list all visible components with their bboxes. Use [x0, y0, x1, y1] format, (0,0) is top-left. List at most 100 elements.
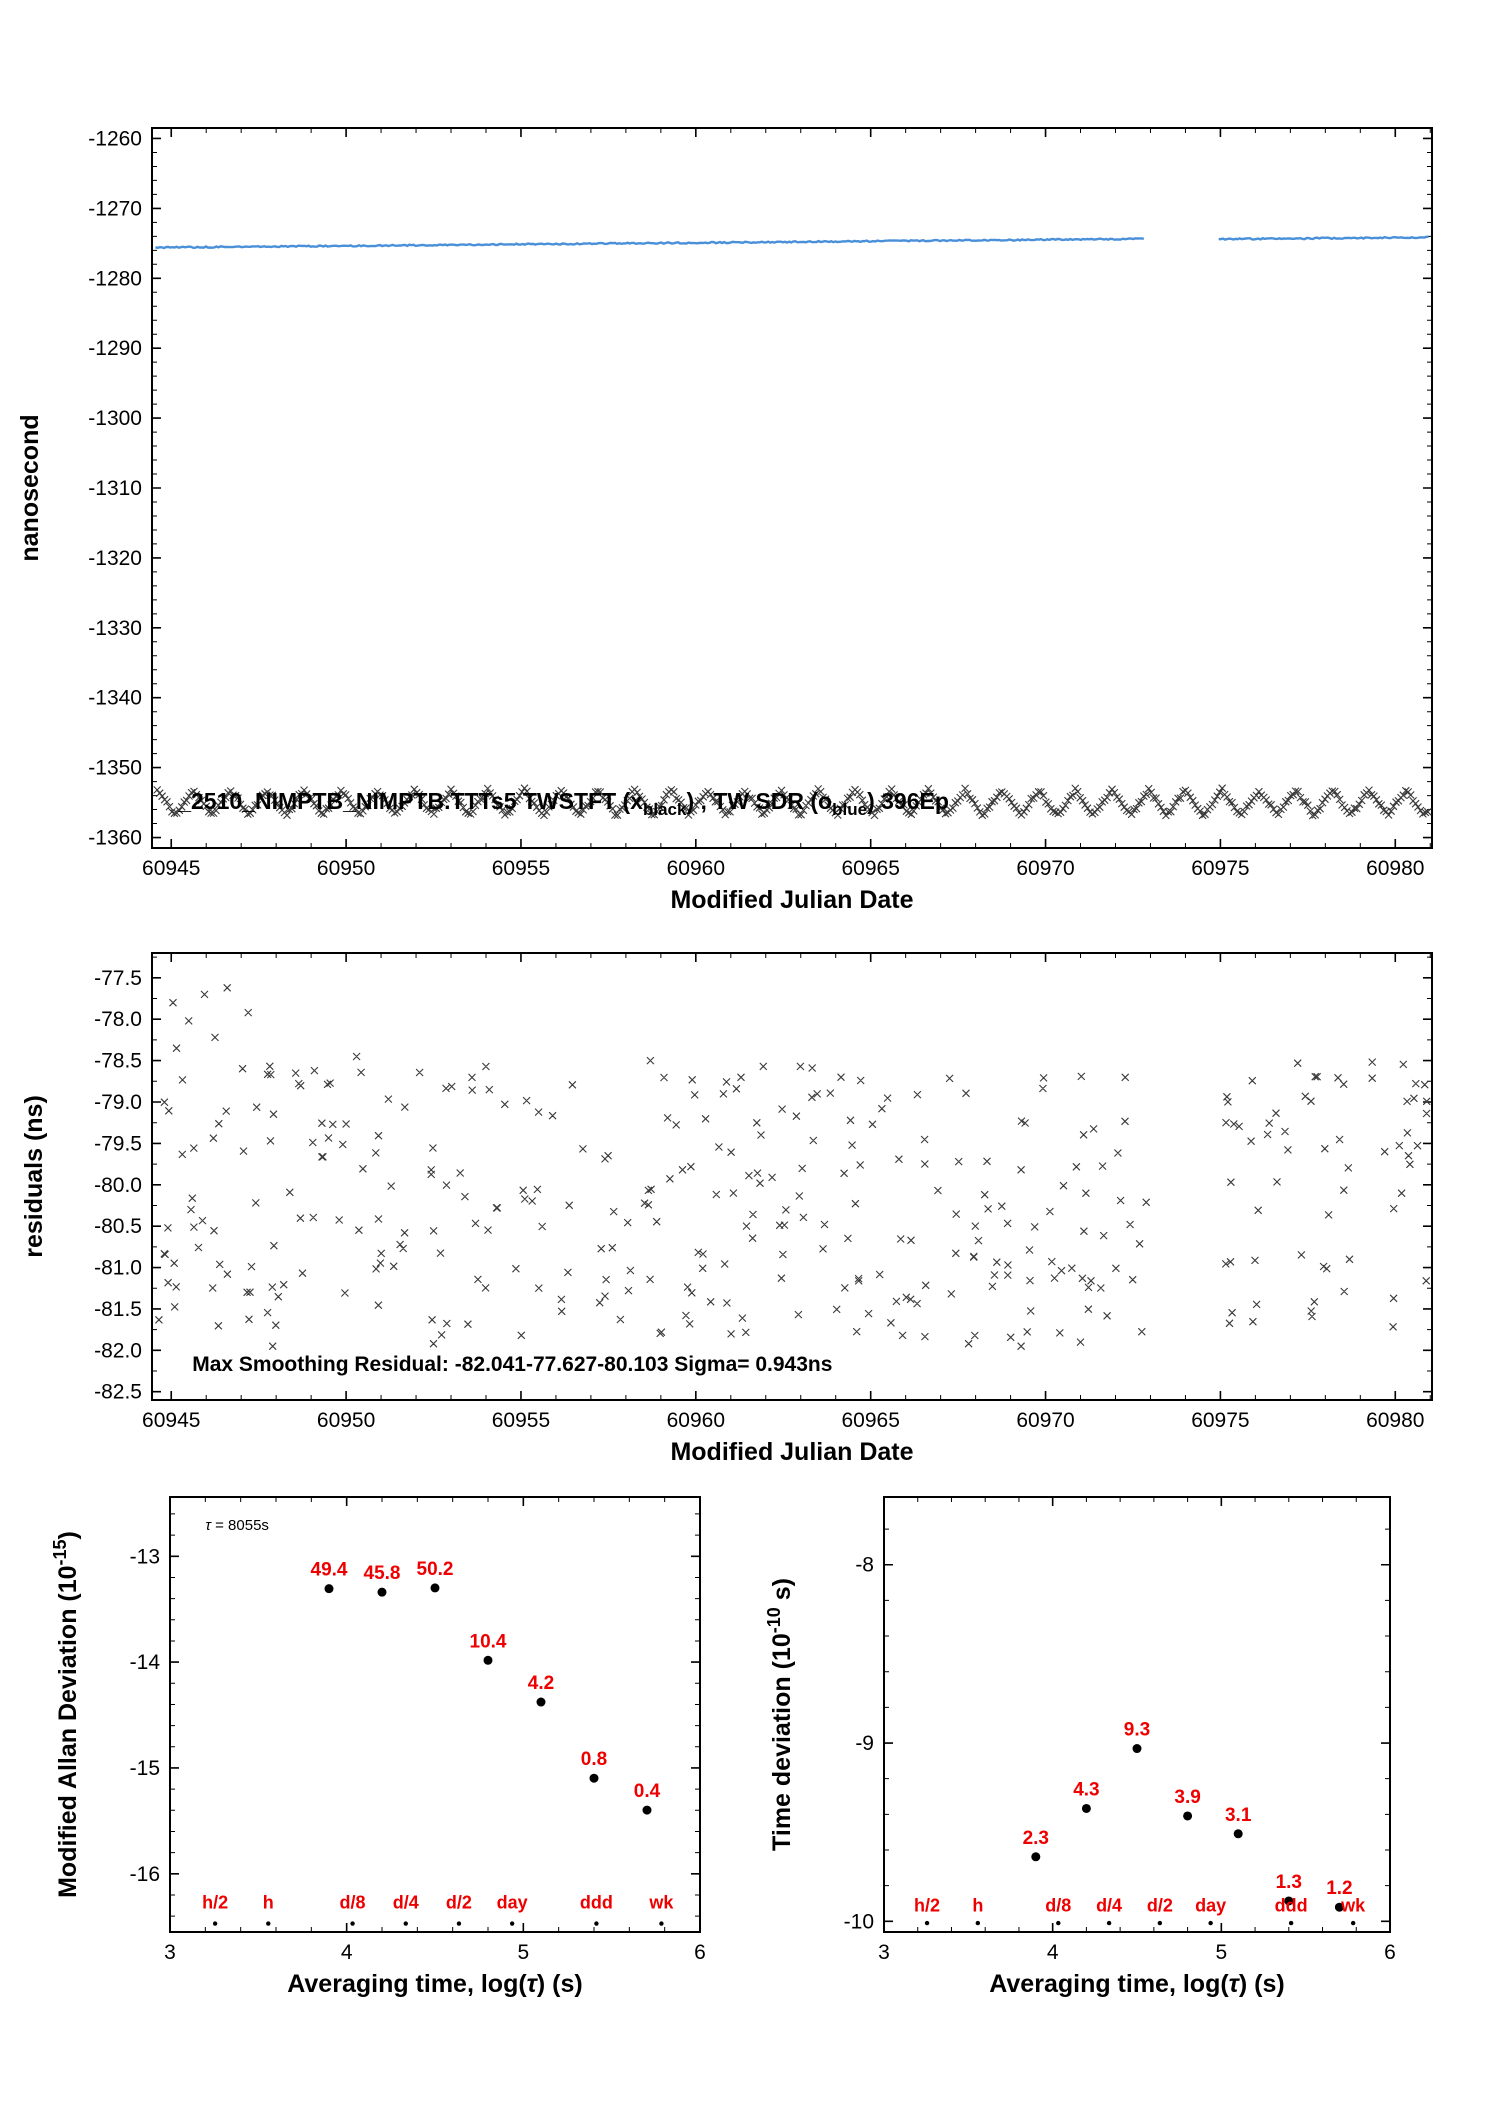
data-point	[430, 1583, 440, 1593]
data-point	[1132, 1744, 1142, 1754]
annotation: τ = 8055s	[205, 1517, 269, 1534]
data-point-label: 0.8	[581, 1749, 607, 1770]
y-tick-label: -10	[844, 1910, 874, 1933]
data-point	[1284, 1896, 1294, 1906]
tau-marker-dot	[1288, 1920, 1294, 1926]
tau-marker-dot	[1056, 1920, 1061, 1926]
tau-marker-dot	[266, 1921, 271, 1926]
plot-frame	[151, 952, 1433, 1401]
tau-marker-dot	[1208, 1920, 1213, 1926]
y-tick-label: -78.0	[94, 1008, 142, 1031]
y-tick-label: -16	[130, 1863, 160, 1886]
x-tick-label: 60945	[142, 857, 200, 880]
major-ticks	[152, 128, 1432, 848]
minor-ticks	[152, 128, 1432, 848]
x-tick-label: 60975	[1191, 1409, 1249, 1432]
tau-marker-dot	[456, 1921, 462, 1926]
tau-marker-label: wk	[648, 1893, 674, 1913]
y-tick-label: -77.5	[94, 967, 142, 990]
data-point	[589, 1773, 599, 1783]
y-tick-label: -15	[130, 1757, 160, 1780]
data-point-label: 3.9	[1174, 1787, 1200, 1808]
tau-marker-label: wk	[1340, 1895, 1366, 1915]
y-tick-label: -79.5	[94, 1132, 142, 1155]
tau-marker-dot	[1106, 1920, 1112, 1926]
tau-marker-label: d/8	[1045, 1895, 1071, 1915]
tau-marker-dot	[975, 1920, 981, 1926]
tau-marker-label: d/2	[446, 1893, 472, 1913]
y-axis-title: Modified Allan Deviation (10-15)	[50, 1531, 82, 1898]
panel-tdev: 3 4 5 6 -10 -9 -8 Averaging time, log(τ) (s) Tim…	[764, 1496, 1396, 1998]
data-point-label: 0.4	[634, 1781, 661, 1802]
tau-marker-label: h/2	[202, 1893, 228, 1913]
x-tick-label: 60970	[1016, 1409, 1074, 1432]
y-tick-label: -82.5	[94, 1381, 142, 1404]
tau-marker-label: d/8	[340, 1893, 366, 1913]
data-point-label: 2.3	[1023, 1828, 1049, 1849]
tau-marker-label: h/2	[914, 1895, 940, 1915]
tau-marker-label: d/4	[1096, 1895, 1122, 1915]
x-tick-label: 60950	[317, 857, 375, 880]
x-tick-label: 60960	[667, 1409, 725, 1432]
data-point	[1183, 1811, 1193, 1821]
tau-marker-dot	[212, 1921, 218, 1926]
x-tick-label: 60950	[317, 1409, 375, 1432]
y-tick-label: -80.0	[94, 1174, 142, 1197]
data-point	[1081, 1803, 1091, 1813]
y-tick-label: -1350	[88, 757, 142, 780]
x-tick-label: 60965	[841, 857, 899, 880]
y-tick-label: -78.5	[94, 1050, 142, 1073]
data-point-label: 45.8	[364, 1563, 401, 1584]
tau-marker-label: h	[263, 1893, 274, 1913]
data-point-label: 4.2	[528, 1673, 554, 1694]
y-tick-label: -1330	[88, 617, 142, 640]
tau-marker-dot	[924, 1920, 930, 1926]
series-scatter-x	[155, 983, 1431, 1351]
y-tick-label: -1290	[88, 337, 142, 360]
x-tick-label: 6	[1384, 1941, 1396, 1964]
tau-marker-dot	[1157, 1920, 1163, 1926]
data-point-label: 50.2	[417, 1559, 454, 1580]
x-tick-label: 60980	[1366, 857, 1424, 880]
y-tick-label: -1360	[88, 827, 142, 850]
x-tick-label: 3	[878, 1941, 890, 1964]
data-point-label: 1.2	[1326, 1878, 1352, 1899]
y-tick-label: -9	[855, 1732, 874, 1755]
x-tick-label: 60960	[667, 857, 725, 880]
x-tick-label: 60955	[492, 857, 550, 880]
panel-phase: 60945 60950 60955 60960 60965 60970 60975 60980…	[16, 127, 1433, 914]
major-ticks	[152, 953, 1432, 1400]
tau-marker-label: h	[972, 1895, 983, 1915]
data-point-label: 10.4	[470, 1631, 507, 1652]
x-tick-label: 5	[517, 1941, 529, 1964]
y-axis-title: residuals (ns)	[20, 1095, 48, 1258]
x-axis-title: Modified Julian Date	[670, 1438, 913, 1466]
panel-mdev: 3 4 5 6 -16 -15 -14 -13 Averaging time, log(τ) (…	[50, 1496, 706, 1998]
data-point	[483, 1655, 493, 1665]
y-axis-title: nanosecond	[16, 414, 44, 561]
series-line	[1218, 235, 1429, 241]
data-point	[1031, 1852, 1041, 1862]
y-tick-label: -1300	[88, 407, 142, 430]
y-tick-label: -82.0	[94, 1339, 142, 1362]
plot-frame	[151, 127, 1433, 849]
y-tick-label: -14	[130, 1651, 161, 1674]
y-tick-label: -8	[855, 1554, 874, 1577]
data-point	[377, 1587, 387, 1597]
x-tick-label: 3	[164, 1941, 176, 1964]
tau-marker-label: d/2	[1147, 1895, 1173, 1915]
tau-marker-label: ddd	[1275, 1895, 1308, 1915]
x-tick-label: 60955	[492, 1409, 550, 1432]
x-tick-label: 60975	[1191, 857, 1249, 880]
annotation: _2510_NIMPTB_NIMPTB.TTTs5 TWSTFT (xblack…	[177, 788, 949, 819]
data-point	[324, 1584, 334, 1594]
x-tick-label: 4	[341, 1941, 353, 1964]
tau-marker-label: ddd	[580, 1893, 613, 1913]
tau-marker-label: day	[497, 1893, 528, 1913]
minor-ticks	[170, 1497, 700, 1932]
tau-marker-dot	[659, 1921, 664, 1926]
tau-marker-dot	[594, 1921, 599, 1926]
x-tick-label: 60965	[841, 1409, 899, 1432]
data-point-label: 9.3	[1124, 1720, 1150, 1741]
